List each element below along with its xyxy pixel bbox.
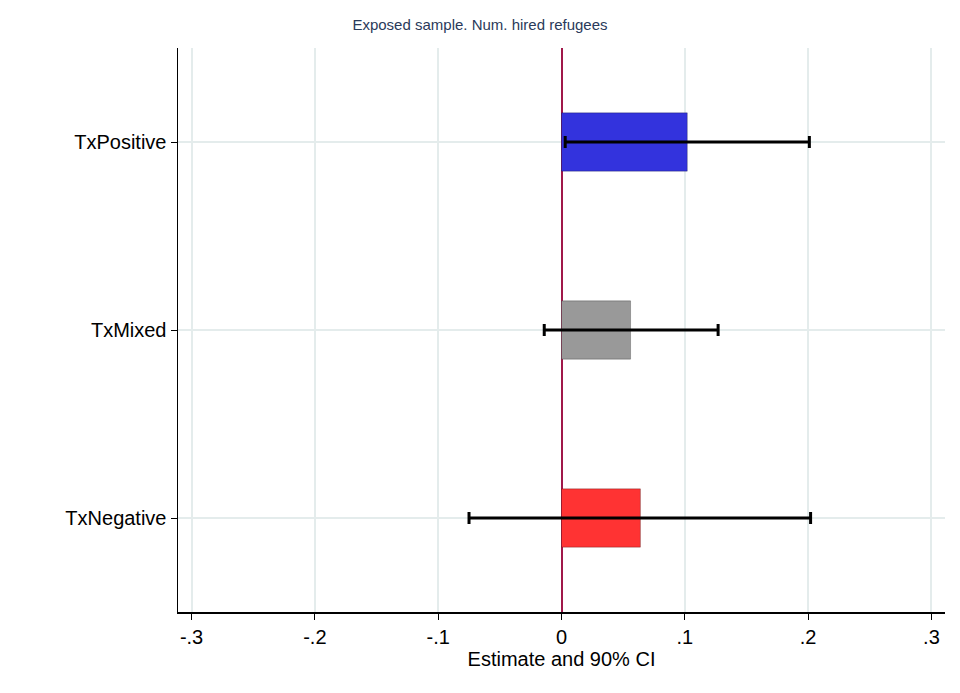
svg-text:.2: .2	[800, 626, 817, 648]
svg-text:-.2: -.2	[303, 626, 326, 648]
svg-text:0: 0	[556, 626, 567, 648]
svg-text:.3: .3	[923, 626, 940, 648]
svg-text:TxNegative: TxNegative	[65, 507, 166, 529]
svg-text:-.3: -.3	[180, 626, 203, 648]
svg-text:-.1: -.1	[427, 626, 450, 648]
svg-text:TxMixed: TxMixed	[91, 319, 167, 341]
svg-text:Estimate and 90% CI: Estimate and 90% CI	[468, 648, 656, 670]
svg-text:TxPositive: TxPositive	[74, 131, 166, 153]
svg-text:.1: .1	[676, 626, 693, 648]
svg-text:Exposed sample. Num. hired ref: Exposed sample. Num. hired refugees	[352, 16, 607, 33]
